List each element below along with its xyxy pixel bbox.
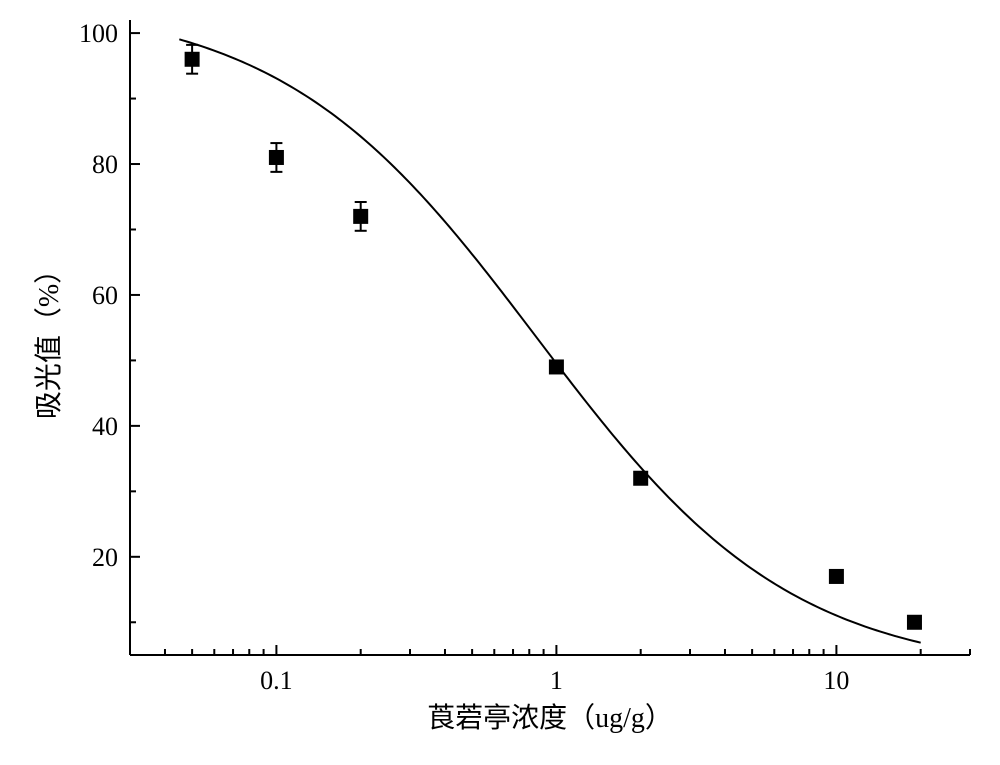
x-axis-label: 莨菪亭浓度（ug/g）: [427, 702, 673, 734]
x-tick-label: 0.1: [260, 666, 293, 695]
y-tick-label: 60: [92, 281, 118, 310]
y-tick-label: 80: [92, 150, 118, 179]
data-marker: [354, 209, 368, 223]
y-tick-label: 20: [92, 543, 118, 572]
data-marker: [269, 150, 283, 164]
x-tick-label: 10: [823, 666, 849, 695]
data-marker: [634, 471, 648, 485]
x-tick-label: 1: [550, 666, 563, 695]
dose-response-chart: 0.1 1 10 20 40 60 80 100 莨菪亭浓度（ug/g） 吸光值（%）: [0, 0, 1000, 765]
y-axis-label: 吸光值（%）: [33, 256, 65, 419]
data-marker: [907, 615, 921, 629]
data-marker: [829, 569, 843, 583]
y-tick-label: 40: [92, 412, 118, 441]
data-marker: [185, 52, 199, 66]
fit-curve: [179, 39, 920, 642]
chart-container: 0.1 1 10 20 40 60 80 100 莨菪亭浓度（ug/g） 吸光值（%）: [0, 0, 1000, 765]
data-marker: [549, 360, 563, 374]
y-tick-label: 100: [79, 19, 118, 48]
